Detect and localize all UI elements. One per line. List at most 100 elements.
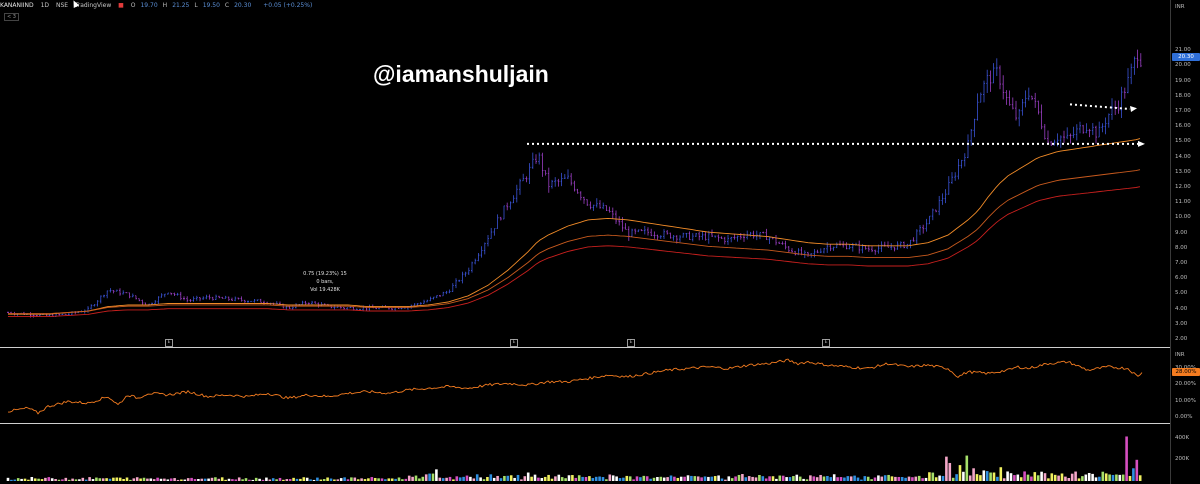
earnings-badge[interactable]: E <box>165 339 173 347</box>
volume-bar <box>564 478 567 481</box>
volume-bar <box>584 476 588 481</box>
volume-bar <box>656 477 659 481</box>
volume-bar <box>40 479 44 481</box>
volume-bar <box>992 472 996 481</box>
volume-bar <box>312 479 316 481</box>
volume-bar <box>88 477 91 481</box>
volume-bar <box>169 478 173 481</box>
volume-bar <box>1111 474 1115 481</box>
interval-label[interactable]: 1D <box>40 2 50 9</box>
volume-bar <box>1135 459 1139 481</box>
volume-bar <box>411 476 414 481</box>
volume-bar <box>492 477 496 481</box>
volume-bar <box>418 478 421 481</box>
volume-bar <box>258 478 261 481</box>
volume-bar <box>965 455 969 481</box>
volume-bar <box>588 476 591 481</box>
volume-bar <box>639 477 642 481</box>
volume-bar <box>356 479 360 481</box>
volume-bar <box>724 479 727 481</box>
volume-bar <box>292 477 295 481</box>
price-tick-label: 5.00 <box>1175 290 1188 297</box>
volume-bar <box>309 479 312 481</box>
volume-chart[interactable] <box>0 424 1170 484</box>
volume-bar <box>900 477 904 481</box>
percent-line <box>8 358 1143 415</box>
volume-bar <box>227 478 231 481</box>
volume-bar <box>1118 474 1122 481</box>
volume-bar <box>513 477 516 481</box>
volume-bar <box>50 478 54 481</box>
volume-bar <box>1050 473 1054 481</box>
volume-bar <box>996 476 999 481</box>
panel-divider[interactable] <box>0 347 1170 348</box>
volume-bar <box>438 477 442 481</box>
price-tick-label: 9.00 <box>1175 229 1188 236</box>
volume-bar <box>598 476 601 481</box>
volume-bar <box>336 479 340 481</box>
volume-bar <box>928 472 931 481</box>
volume-bar <box>737 474 741 481</box>
volume-bar <box>945 456 948 481</box>
platform-label: TradingView <box>74 2 112 9</box>
earnings-badge[interactable]: E <box>822 339 830 347</box>
symbol-label[interactable]: KANANIIND <box>0 2 34 9</box>
volume-bar <box>176 479 180 481</box>
volume-bar <box>108 478 112 481</box>
volume-bar <box>384 479 387 481</box>
volume-bar <box>200 478 204 481</box>
volume-bar <box>1094 477 1098 481</box>
volume-bar <box>955 474 958 481</box>
price-tick-label: 12.00 <box>1175 184 1191 190</box>
chart-header: KANANIIND 1D NSE TradingView ■ O 19.70 H 21… <box>0 0 1170 12</box>
volume-bar <box>486 477 489 481</box>
volume-bar <box>343 477 346 481</box>
volume-bar <box>47 477 51 481</box>
volume-bar <box>904 477 907 481</box>
earnings-badge[interactable]: E <box>627 339 635 347</box>
panel-divider[interactable] <box>0 423 1170 424</box>
volume-bar <box>775 478 778 481</box>
volume-bar <box>829 477 833 481</box>
tooltip-line-3: Vol 19.428K <box>310 287 340 293</box>
volume-bar <box>190 477 193 481</box>
measure-tooltip: 0.75 (19.23%) 15 0 bars, Vol 19.428K <box>285 270 365 294</box>
volume-bar <box>601 477 605 481</box>
price-chart[interactable] <box>0 0 1170 346</box>
earnings-badge[interactable]: E <box>510 339 518 347</box>
volume-bar <box>1077 478 1081 481</box>
volume-bar <box>1002 478 1006 481</box>
volume-bar <box>428 473 431 481</box>
volume-bar <box>6 477 10 481</box>
volume-bar <box>98 478 102 481</box>
volume-bar <box>1138 475 1142 481</box>
volume-bar <box>152 479 156 481</box>
volume-bar <box>744 477 748 481</box>
volume-bar <box>295 478 299 481</box>
volume-bar <box>911 477 914 481</box>
volume-bar <box>431 473 435 481</box>
volume-bar <box>265 477 268 481</box>
volume-bar <box>499 478 503 481</box>
volume-bar <box>625 475 629 481</box>
volume-bar <box>452 479 455 481</box>
volume-bar <box>741 474 744 481</box>
price-tick-label: 19.00 <box>1175 77 1191 84</box>
volume-bar <box>61 479 64 481</box>
volume-bar <box>163 478 166 481</box>
trend-dotted-line[interactable] <box>1069 103 1131 110</box>
volume-bar <box>679 476 683 481</box>
volume-bar <box>217 478 221 481</box>
volume-bar <box>20 478 23 481</box>
ema-slow-line <box>8 186 1141 318</box>
ohlc-value: 19.70 <box>140 2 158 9</box>
volume-bar <box>717 475 720 481</box>
volume-bar <box>652 477 656 481</box>
collapse-indicators-button[interactable]: < 3 <box>4 13 19 21</box>
volume-bar <box>730 478 734 481</box>
volume-bar <box>84 479 88 481</box>
percent-indicator-chart[interactable] <box>0 348 1170 422</box>
price-axis[interactable]: INR INR 20.30 21.00 20.00 19.00 18.00 17.00 1… <box>1170 0 1200 484</box>
volume-bar <box>662 477 666 481</box>
volume-bar <box>404 478 408 481</box>
